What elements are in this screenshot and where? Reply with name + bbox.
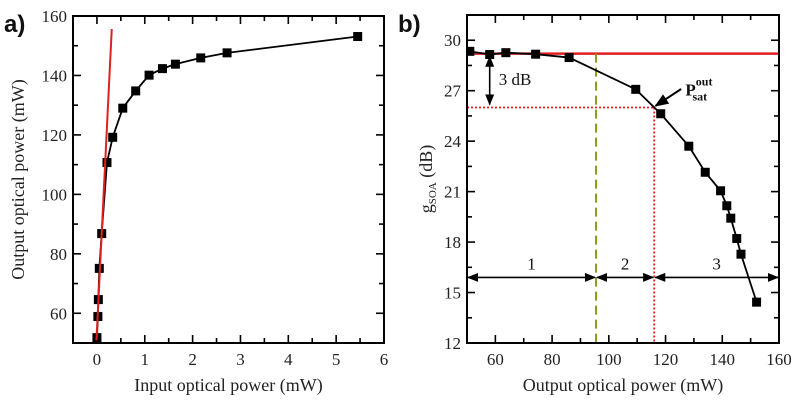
y-tick-label: 80 [50,245,67,264]
data-point [353,32,363,42]
y-tick-label: 160 [42,7,68,26]
y-tick-label: 21 [444,183,461,202]
x-tick-label: 1 [141,350,150,369]
data-point [736,249,746,259]
y-tick-label: 120 [42,126,68,145]
data-point [726,213,736,223]
x-tick-label: 100 [596,350,622,369]
x-tick-label: 2 [188,350,197,369]
data-point [157,64,167,74]
y-axis-label-unit: (dB) [416,145,437,183]
x-tick-label: 140 [710,350,736,369]
psat-label: Pout sat [685,74,712,103]
x-tick-label: 5 [332,350,341,369]
panel-label: a) [4,11,25,38]
data-point [700,167,710,177]
y-axis-label: gSOA (dB) [416,145,439,214]
y-axis-label-subscript: SOA [427,182,439,204]
axes-frame [72,15,385,344]
y-tick-label: 27 [444,82,462,101]
y-tick-label: 100 [42,185,68,204]
y-axis-label-main: Output optical power (mW) [8,79,29,279]
psat-label-superscript: out [696,74,713,88]
psat-label-subscript: sat [692,89,707,103]
y-tick-label: 15 [444,284,461,303]
x-tick-label: 6 [380,350,389,369]
y-tick-label: 30 [444,31,461,50]
region-3-label: 3 [712,254,721,273]
data-point [108,132,118,142]
data-point [102,158,112,168]
data-point [564,53,574,63]
data-point [170,59,180,69]
x-tick-label: 60 [487,350,504,369]
data-point [485,50,495,60]
ticks [466,14,780,344]
data-point [144,70,154,80]
data-point [118,103,128,113]
panel-a-output-vs-input-power: 0 1 2 3 4 5 6 60 80 100 120 140 160 Input optical pow… [4,7,388,396]
data-point [631,84,641,94]
x-tick-label: 3 [236,350,245,369]
x-axis-label: Input optical power (mW) [134,375,322,396]
data-point [222,48,232,58]
data-point [684,141,694,151]
x-tick-label: 120 [653,350,679,369]
plot-area [467,46,779,343]
x-axis-label: Output optical power (mW) [523,375,723,396]
x-tick-label: 80 [544,350,561,369]
psat-arrow [654,88,682,107]
series-line-measured [96,35,358,338]
data-point [501,48,511,58]
x-tick-label: 4 [284,350,293,369]
3db-label: 3 dB [499,70,532,89]
axes-frame [466,14,780,344]
ticks [72,15,385,344]
data-point [732,234,742,244]
x-tick-label: 160 [766,350,792,369]
data-point [722,201,732,211]
panel-label: b) [398,11,421,38]
y-tick-label: 60 [50,304,67,323]
data-point [656,109,666,119]
y-tick-label: 18 [444,233,461,252]
y-tick-label: 140 [42,66,68,85]
y-tick-label: 12 [444,334,461,353]
data-point [716,186,726,196]
data-point [467,46,475,56]
y-axis-label: Output optical power (mW) [8,79,29,279]
data-point [196,53,206,63]
psat-label-main: P [685,80,695,99]
y-axis-label-main: g [416,204,436,213]
region-1-label: 1 [527,254,536,273]
data-point [531,49,541,59]
region-2-label: 2 [621,254,630,273]
data-point [131,86,141,96]
plot-area [92,29,363,343]
y-tick-label: 24 [444,132,462,151]
data-point [752,297,762,307]
series-line-linear-fit [95,29,113,341]
x-tick-label: 0 [93,350,102,369]
